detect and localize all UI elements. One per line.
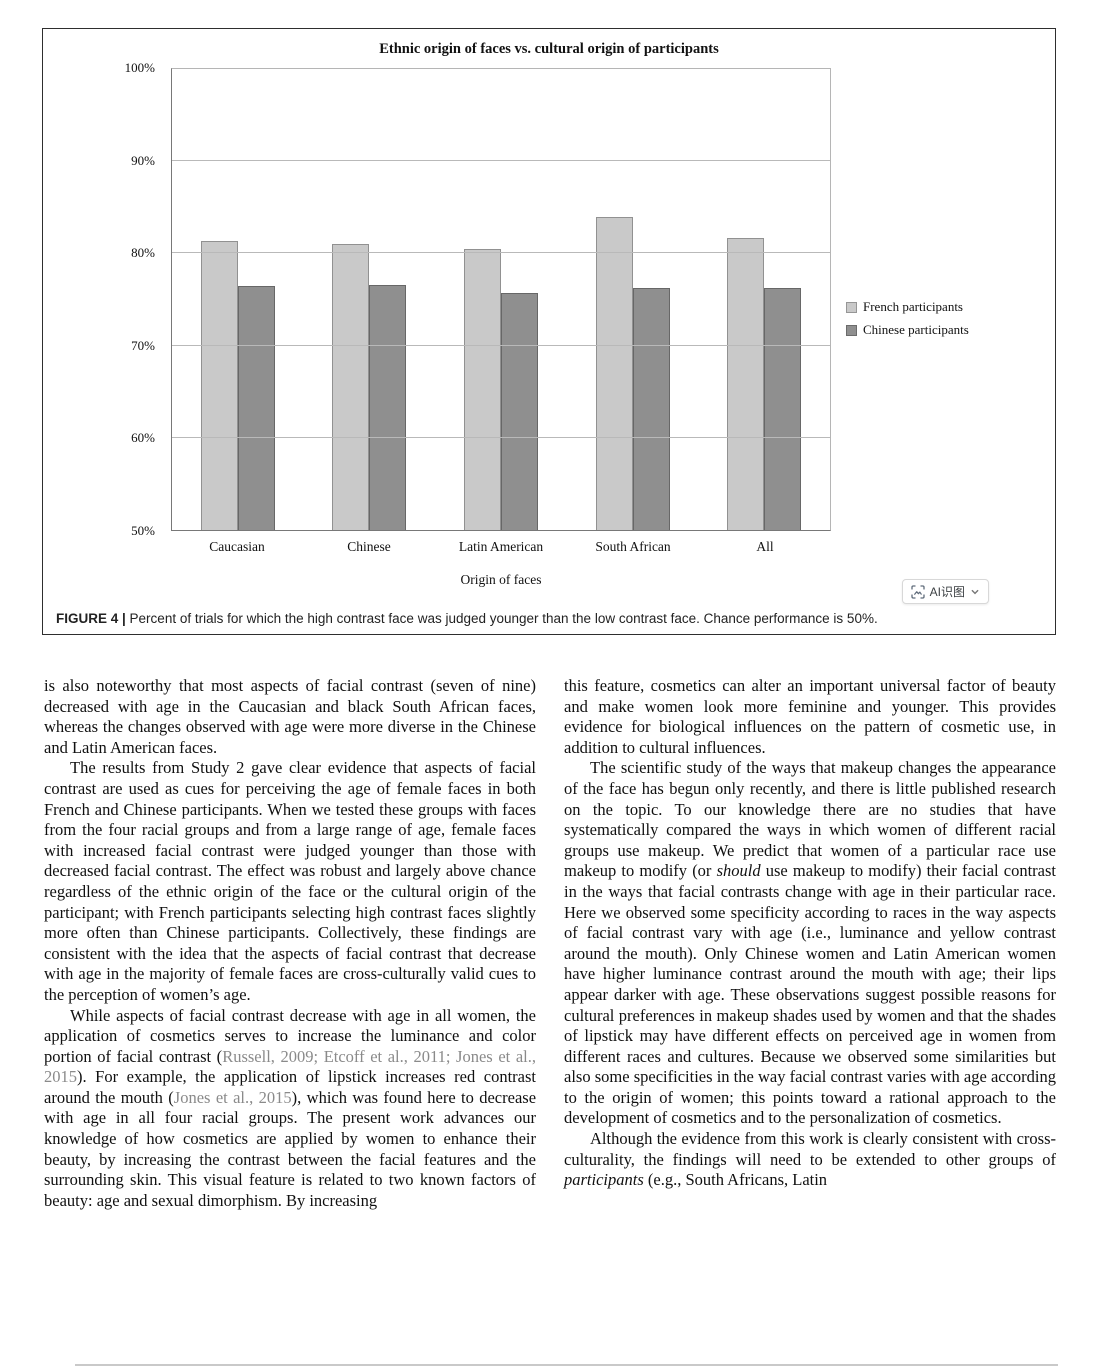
bar-french-participants-caucasian (200, 241, 238, 530)
legend-label-french-participants: French participants (863, 299, 963, 314)
figure-caption-text: Percent of trials for which the high con… (125, 611, 878, 626)
body-text: use makeup to modify) their facial contr… (564, 861, 1057, 1128)
paragraph: The scientific study of the ways that ma… (564, 758, 1056, 1129)
bar-chinese-participants-chinese (369, 284, 407, 530)
x-tick-label-all: All (756, 539, 774, 554)
right-column: this feature, cosmetics can alter an imp… (564, 676, 1056, 1211)
x-tick-label-caucasian: Caucasian (209, 539, 265, 554)
bar-french-participants-all (727, 237, 765, 530)
plot-area (171, 68, 831, 531)
gridline-60 (172, 436, 830, 438)
left-column: is also noteworthy that most aspects of … (44, 676, 536, 1211)
body-text: ), which was found here to decrease with… (44, 1087, 537, 1210)
page-footer-divider (75, 1364, 1058, 1366)
body-text: The scientific study of the ways that ma… (564, 758, 1056, 881)
emphasized-text: participants (564, 1170, 644, 1190)
bar-chinese-participants-caucasian (237, 285, 275, 530)
emphasized-text: should (716, 861, 761, 881)
citation-link[interactable]: Russell, 2009; Etcoff et al., 2011; Jone… (44, 1046, 536, 1087)
chevron-down-icon (970, 587, 980, 597)
x-tick-label-latin-american: Latin American (458, 539, 544, 554)
figure-4-panel: Ethnic origin of faces vs. cultural orig… (42, 28, 1056, 635)
body-text: ). For example, the application of lipst… (44, 1067, 536, 1107)
body-text: is also noteworthy that most aspects of … (44, 676, 536, 757)
legend-item-french-participants: French participants (846, 299, 969, 315)
bar-chinese-participants-south-african (632, 288, 670, 530)
body-text: Although the evidence from this work is … (564, 1129, 1056, 1169)
paragraph: this feature, cosmetics can alter an imp… (564, 676, 1056, 758)
legend-swatch-chinese-participants (846, 324, 857, 336)
body-text: The results from Study 2 gave clear evid… (44, 758, 536, 1004)
paragraph: The results from Study 2 gave clear evid… (44, 758, 536, 1005)
bar-group-all (698, 69, 830, 530)
bar-french-participants-latin-american (463, 248, 501, 530)
figure-caption-label: FIGURE 4 | (56, 611, 126, 626)
y-axis: 50% 60% 70% 80% 90% 100% (83, 60, 163, 538)
legend-swatch-french-participants (846, 301, 857, 313)
body-text: (e.g., South Africans, Latin (643, 1170, 828, 1190)
x-axis-labels: Caucasian Chinese Latin American South Afri… (171, 539, 831, 555)
legend-item-chinese-participants: Chinese participants (846, 322, 969, 338)
ai-image-recognition-badge[interactable]: AI识图 (901, 579, 989, 604)
article-body: is also noteworthy that most aspects of … (44, 676, 1056, 1211)
image-scan-icon (911, 584, 925, 599)
bars-row (172, 69, 830, 530)
paragraph: is also noteworthy that most aspects of … (44, 676, 536, 758)
x-tick-label-chinese: Chinese (347, 539, 391, 554)
y-tick-label-100: 100% (124, 60, 155, 75)
ai-badge-label: AI识图 (929, 585, 965, 599)
bar-chinese-participants-all (764, 288, 802, 530)
figure-caption: FIGURE 4 | Percent of trials for which t… (56, 611, 1042, 626)
y-tick-label-80: 80% (131, 245, 155, 261)
legend-label-chinese-participants: Chinese participants (863, 322, 969, 337)
y-tick-label-60: 60% (131, 430, 155, 446)
chart-title: Ethnic origin of faces vs. cultural orig… (379, 41, 719, 57)
citation-link[interactable]: Jones et al., 2015 (173, 1087, 292, 1107)
y-tick-label-50: 50% (131, 523, 155, 538)
gridline-90 (172, 160, 830, 162)
body-text: While aspects of facial contrast decreas… (44, 1005, 536, 1066)
bar-group-chinese (304, 69, 436, 530)
y-tick-label-70: 70% (131, 337, 155, 353)
x-tick-label-south-african: South African (595, 539, 671, 554)
bar-french-participants-south-african (595, 216, 633, 530)
paragraph: Although the evidence from this work is … (564, 1129, 1056, 1191)
gridline-80 (172, 252, 830, 254)
bar-french-participants-chinese (332, 244, 370, 530)
paragraph: While aspects of facial contrast decreas… (44, 1006, 536, 1212)
gridline-70 (172, 344, 830, 346)
chart-legend: French participants Chinese participants (846, 299, 969, 338)
bar-group-latin-american (435, 69, 567, 530)
bar-chinese-participants-latin-american (500, 293, 538, 530)
body-text: this feature, cosmetics can alter an imp… (564, 676, 1056, 757)
bar-group-caucasian (172, 69, 304, 530)
bar-group-south-african (567, 69, 699, 530)
y-tick-label-90: 90% (131, 152, 155, 168)
x-axis-title: Origin of faces (460, 572, 542, 587)
